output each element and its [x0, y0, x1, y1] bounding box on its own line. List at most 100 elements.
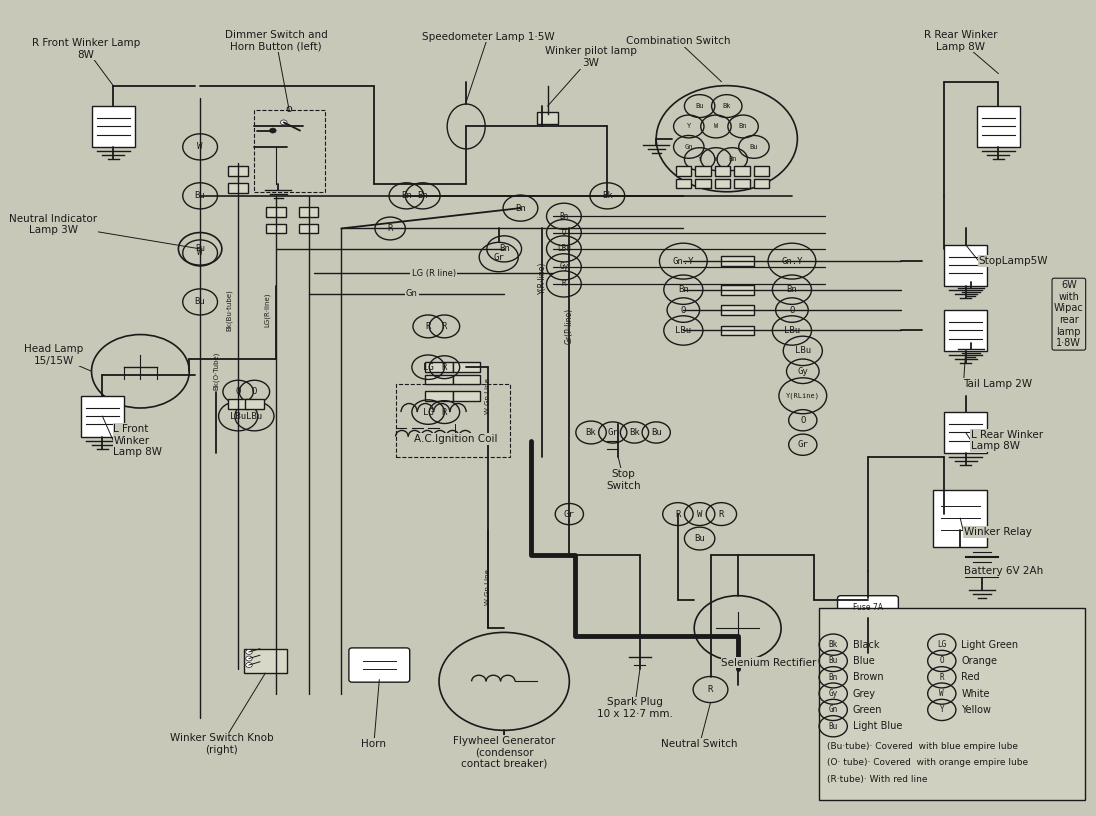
- Text: Red: Red: [961, 672, 980, 682]
- Text: Bu: Bu: [195, 297, 205, 307]
- Bar: [299, 224, 319, 233]
- Bar: [933, 490, 987, 547]
- Text: W: W: [713, 123, 718, 130]
- Text: R: R: [939, 672, 944, 682]
- Text: Grey: Grey: [853, 689, 876, 698]
- Bar: [228, 399, 248, 409]
- Text: W: W: [713, 156, 718, 162]
- Bar: [754, 179, 769, 188]
- Text: White: White: [961, 689, 990, 698]
- Text: Combination Switch: Combination Switch: [626, 36, 730, 46]
- Bar: [453, 375, 480, 384]
- Text: Gy: Gy: [829, 689, 837, 698]
- Text: Green: Green: [853, 705, 882, 715]
- Text: Horn: Horn: [362, 739, 387, 749]
- Text: Winker Relay: Winker Relay: [963, 527, 1031, 537]
- Text: O: O: [561, 228, 567, 237]
- Text: R: R: [719, 509, 724, 519]
- Text: Winker pilot lamp
3W: Winker pilot lamp 3W: [545, 47, 637, 68]
- Bar: [754, 166, 769, 176]
- Text: Bk: Bk: [602, 191, 613, 201]
- Text: Bn: Bn: [678, 285, 688, 295]
- Circle shape: [281, 120, 287, 125]
- Bar: [695, 166, 710, 176]
- FancyBboxPatch shape: [944, 412, 987, 453]
- Text: Bu: Bu: [750, 144, 758, 150]
- FancyBboxPatch shape: [819, 608, 1085, 800]
- Text: LBu: LBu: [247, 411, 262, 421]
- Text: O: O: [681, 305, 686, 315]
- Text: Selenium Rectifier: Selenium Rectifier: [721, 658, 817, 667]
- Bar: [695, 179, 710, 188]
- Text: o: o: [286, 104, 293, 113]
- Text: R: R: [442, 407, 447, 417]
- Text: O: O: [236, 387, 241, 397]
- Text: 6W
with
Wipac
rear
lamp
1·8W: 6W with Wipac rear lamp 1·8W: [1054, 280, 1084, 348]
- Text: Flywheel Generator
(condensor
contact breaker): Flywheel Generator (condensor contact br…: [453, 736, 556, 769]
- Text: R Rear Winker
Lamp 8W: R Rear Winker Lamp 8W: [924, 30, 997, 51]
- Text: Gr: Gr: [564, 509, 574, 519]
- Text: Gn.Y: Gn.Y: [781, 256, 802, 266]
- Text: Bk: Bk: [629, 428, 640, 437]
- FancyBboxPatch shape: [349, 648, 410, 682]
- Text: LBu: LBu: [557, 244, 571, 254]
- Text: Y: Y: [939, 705, 944, 715]
- FancyBboxPatch shape: [944, 245, 987, 286]
- Text: Bn: Bn: [515, 203, 526, 213]
- Text: Fuse 7A: Fuse 7A: [853, 603, 883, 613]
- Bar: [721, 326, 754, 335]
- Bar: [266, 224, 286, 233]
- Text: Brown: Brown: [853, 672, 883, 682]
- FancyBboxPatch shape: [837, 596, 899, 620]
- Text: R: R: [442, 322, 447, 331]
- Text: Bu: Bu: [695, 103, 704, 109]
- Bar: [721, 256, 754, 266]
- Text: Neutral Indicator
Lamp 3W: Neutral Indicator Lamp 3W: [10, 214, 98, 235]
- Bar: [299, 207, 319, 217]
- Text: R: R: [442, 362, 447, 372]
- Text: Blue: Blue: [853, 656, 875, 666]
- Text: Yellow: Yellow: [961, 705, 992, 715]
- Text: Gn.Y: Gn.Y: [673, 256, 694, 266]
- Text: Light Blue: Light Blue: [853, 721, 902, 731]
- FancyBboxPatch shape: [944, 310, 987, 351]
- Text: LBu: LBu: [795, 346, 811, 356]
- Text: O: O: [800, 415, 806, 425]
- Bar: [425, 362, 453, 372]
- FancyBboxPatch shape: [92, 106, 135, 147]
- Text: Bn: Bn: [418, 191, 429, 201]
- Text: Stop
Switch: Stop Switch: [606, 469, 641, 490]
- Text: Dimmer Switch and
Horn Button (left): Dimmer Switch and Horn Button (left): [225, 30, 328, 51]
- Bar: [228, 166, 248, 176]
- Text: W: W: [697, 509, 703, 519]
- Text: Bn: Bn: [829, 672, 837, 682]
- Text: R Front Winker Lamp
8W: R Front Winker Lamp 8W: [32, 38, 140, 60]
- Text: R: R: [388, 224, 392, 233]
- Text: W Gn Line: W Gn Line: [484, 378, 491, 414]
- Text: LBu: LBu: [230, 411, 247, 421]
- Text: Bu: Bu: [829, 656, 837, 666]
- Text: (Bu·tube)· Covered  with blue empire lube: (Bu·tube)· Covered with blue empire lube: [826, 742, 1018, 752]
- Bar: [453, 362, 480, 372]
- Text: O: O: [939, 656, 944, 666]
- Text: Bu: Bu: [829, 721, 837, 731]
- Bar: [537, 112, 559, 124]
- FancyBboxPatch shape: [81, 396, 124, 437]
- Circle shape: [246, 650, 252, 654]
- Text: Orange: Orange: [961, 656, 997, 666]
- Text: W: W: [197, 248, 203, 258]
- Text: Bn: Bn: [559, 211, 569, 221]
- Text: LBu: LBu: [675, 326, 692, 335]
- Bar: [228, 183, 248, 193]
- Text: Head Lamp
15/15W: Head Lamp 15/15W: [24, 344, 83, 366]
- Text: L Front
Winker
Lamp 8W: L Front Winker Lamp 8W: [113, 424, 162, 457]
- Text: Bn: Bn: [401, 191, 412, 201]
- Text: Tail Lamp 2W: Tail Lamp 2W: [963, 379, 1032, 388]
- Text: Winker Switch Knob
(right): Winker Switch Knob (right): [170, 734, 274, 755]
- Text: Gr: Gr: [607, 428, 618, 437]
- Bar: [266, 207, 286, 217]
- Bar: [243, 649, 287, 673]
- FancyBboxPatch shape: [977, 106, 1020, 147]
- Bar: [244, 399, 264, 409]
- Bar: [734, 179, 750, 188]
